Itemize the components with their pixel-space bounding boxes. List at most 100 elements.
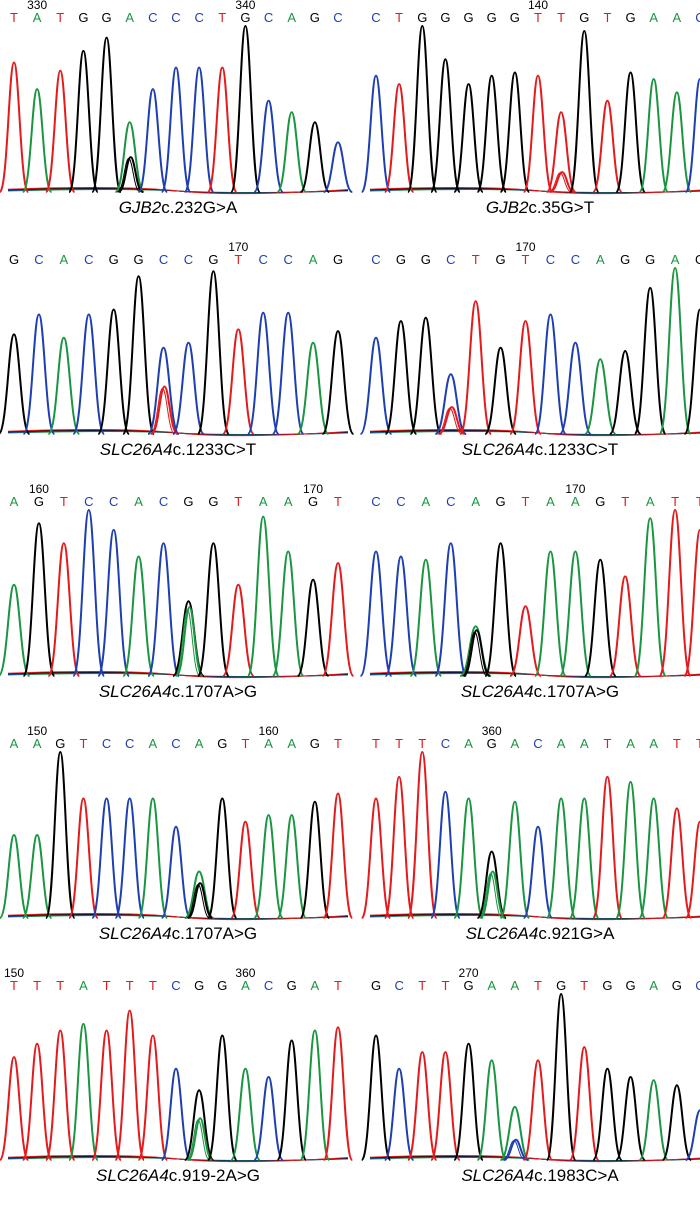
trace-peak <box>485 543 516 676</box>
trace-peak <box>277 1041 306 1161</box>
position-label: 150 <box>27 724 47 738</box>
base-call-label: T <box>218 10 226 25</box>
trace-peak <box>362 799 391 919</box>
base-call-label: C <box>446 494 455 509</box>
base-call-label: A <box>649 736 658 751</box>
base-call-label: C <box>84 252 93 267</box>
base-call-label: G <box>602 978 612 993</box>
variant-caption: SLC26A4c.1983C>A <box>370 1166 700 1186</box>
trace-peak <box>535 552 566 677</box>
position-label: 170 <box>228 240 248 254</box>
variant-caption: SLC26A4c.1233C>T <box>8 440 348 460</box>
position-label: 160 <box>29 482 49 496</box>
trace-peak <box>98 310 129 435</box>
base-call-label: G <box>134 252 144 267</box>
trace-peak <box>277 815 306 918</box>
trace-peak <box>277 112 306 192</box>
base-call-label: C <box>533 736 542 751</box>
trace-peak <box>663 808 692 918</box>
base-call-label: A <box>287 736 296 751</box>
trace-peak <box>323 331 354 434</box>
trace-peak <box>685 530 700 676</box>
base-call-label: G <box>626 10 636 25</box>
base-call-label: C <box>283 252 292 267</box>
base-call-label: G <box>55 736 65 751</box>
base-call-label: C <box>441 736 450 751</box>
base-call-label: T <box>472 252 480 267</box>
base-call-label: T <box>126 978 134 993</box>
trace-plot: CTGGGGGTTGTGAAC140 <box>370 0 700 200</box>
base-call-label: T <box>234 494 242 509</box>
trace-peak <box>248 313 279 434</box>
position-label: 170 <box>516 240 536 254</box>
base-call-label: T <box>149 978 157 993</box>
base-call-label: A <box>646 494 655 509</box>
trace-peak <box>139 89 168 192</box>
base-call-label: T <box>56 978 64 993</box>
trace-peak <box>24 315 55 435</box>
variant-caption: SLC26A4c.1707A>G <box>8 682 348 702</box>
trace-peak <box>223 329 254 434</box>
base-call-label: A <box>471 494 480 509</box>
base-call-label: T <box>603 736 611 751</box>
base-call-label: T <box>33 978 41 993</box>
gene-name: GJB2 <box>486 198 529 217</box>
base-call-label: G <box>109 252 119 267</box>
trace-peak <box>69 51 98 192</box>
trace-peak <box>198 543 229 676</box>
base-call-label: G <box>464 978 474 993</box>
base-call-label: A <box>241 978 250 993</box>
base-call-label: G <box>487 736 497 751</box>
trace-peak <box>477 852 506 918</box>
trace-peak <box>660 268 691 434</box>
variant-change: c.1233C>T <box>173 440 257 459</box>
base-call-label: C <box>194 10 203 25</box>
base-call-label: T <box>395 736 403 751</box>
trace-peak <box>386 557 417 677</box>
base-call-label: G <box>396 252 406 267</box>
trace-peak <box>570 1047 599 1160</box>
base-call-label: A <box>195 736 204 751</box>
position-label: 140 <box>528 0 548 12</box>
trace-peak <box>231 822 260 918</box>
trace-peak <box>616 782 645 918</box>
trace-peak <box>454 799 483 919</box>
base-call-label: G <box>102 10 112 25</box>
base-call-label: A <box>546 494 555 509</box>
base-call-label: G <box>217 978 227 993</box>
base-call-label: G <box>496 252 506 267</box>
base-call-label: A <box>487 978 496 993</box>
base-call-label: A <box>10 736 19 751</box>
trace-peak <box>301 122 330 192</box>
chromatogram-panel-6: CCACAGTAAGTATT170SLC26A4c.1707A>G <box>370 484 700 725</box>
trace-peak <box>23 1044 52 1160</box>
base-call-label: G <box>310 736 320 751</box>
trace-peak <box>185 68 214 193</box>
base-call-label: T <box>522 494 530 509</box>
base-call-label: A <box>511 978 520 993</box>
base-call-label: T <box>103 978 111 993</box>
trace-peak <box>223 585 254 676</box>
trace-peak <box>208 1036 237 1161</box>
trace-plot: TTTCAGACAATAATT360 <box>370 726 700 926</box>
position-label: 360 <box>235 966 255 980</box>
gene-name: SLC26A4 <box>99 924 172 943</box>
trace-peak <box>585 560 616 676</box>
base-call-label: A <box>259 494 268 509</box>
base-call-label: A <box>626 736 635 751</box>
base-call-label: T <box>621 494 629 509</box>
variant-change: c.1233C>T <box>535 440 619 459</box>
base-call-label: C <box>371 252 380 267</box>
trace-peak <box>385 1069 414 1160</box>
base-call-label: A <box>287 10 296 25</box>
variant-caption: SLC26A4c.1233C>T <box>370 440 700 460</box>
trace-peak <box>301 802 330 918</box>
base-call-label: A <box>511 736 520 751</box>
base-call-label: G <box>695 252 700 267</box>
trace-peak <box>570 31 599 192</box>
trace-peak <box>361 552 392 677</box>
trace-peak <box>593 101 622 192</box>
base-call-label: A <box>596 252 605 267</box>
